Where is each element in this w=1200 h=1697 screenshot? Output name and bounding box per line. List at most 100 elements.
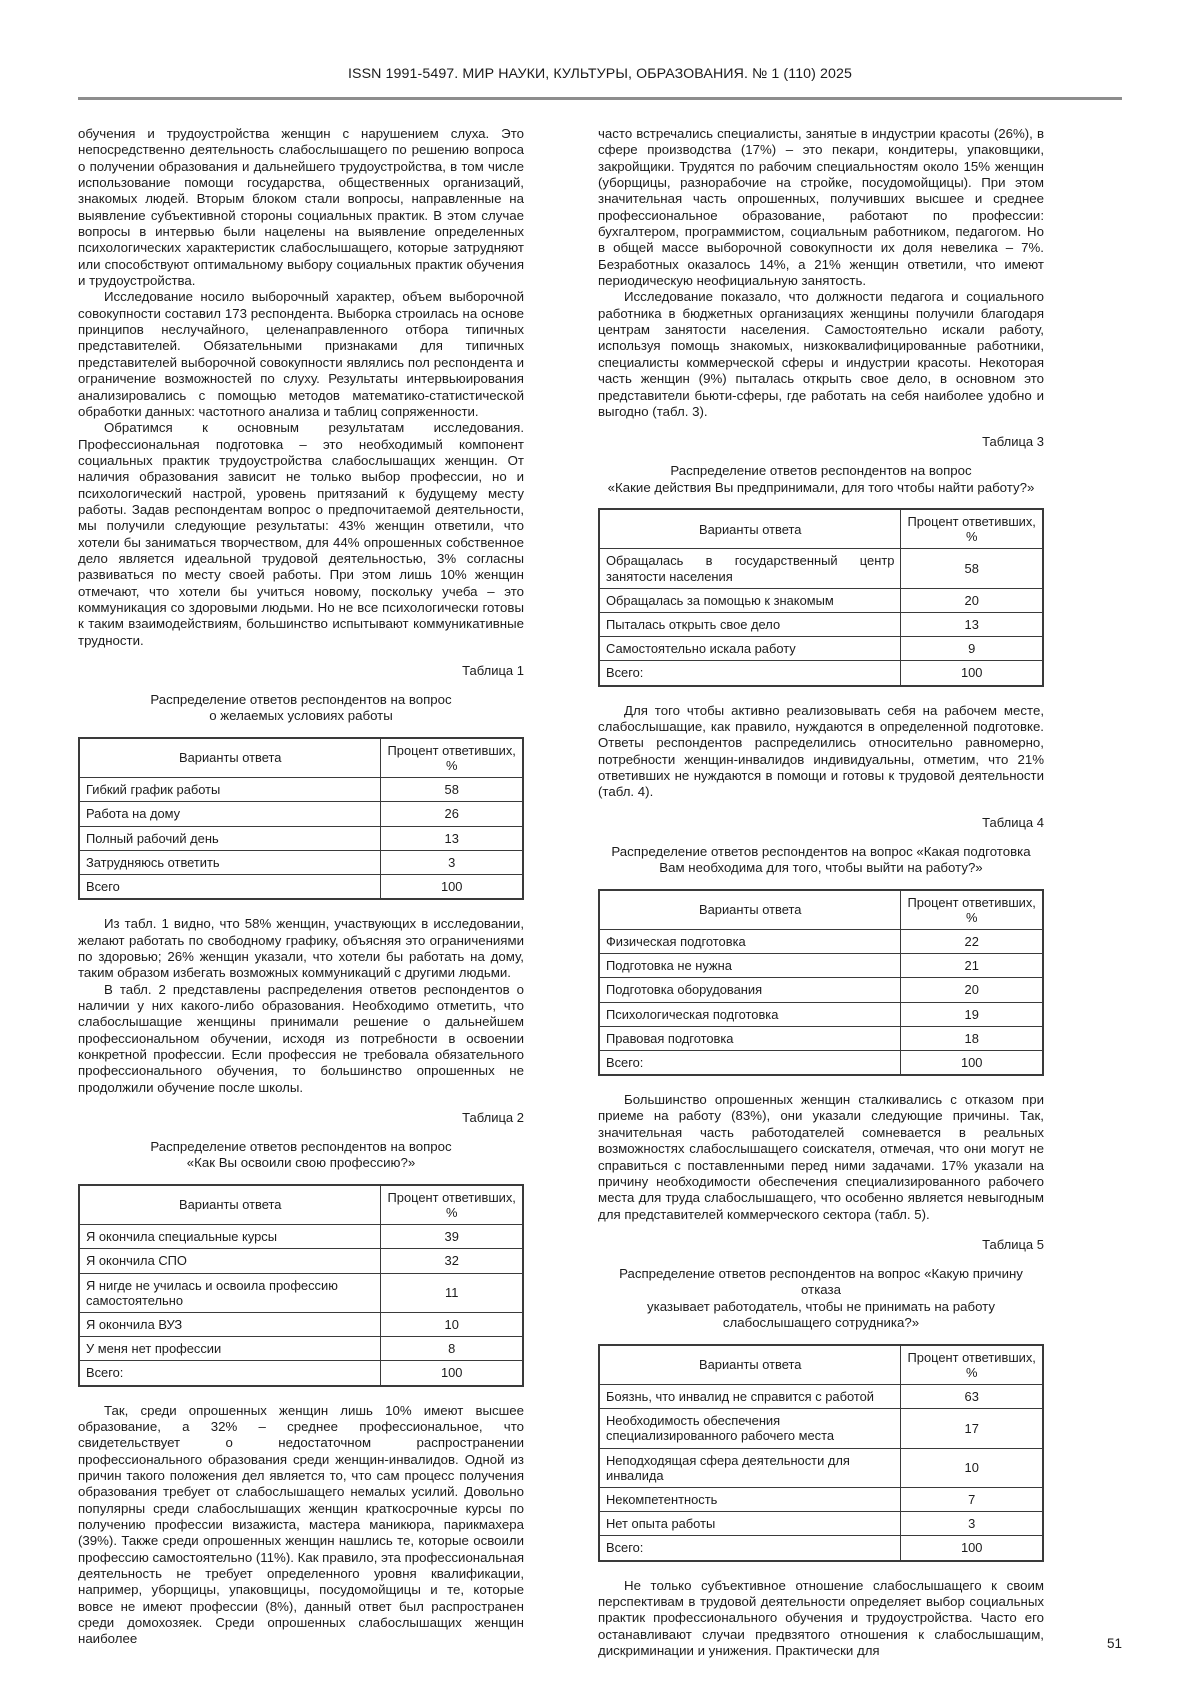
row-value: 13 xyxy=(901,613,1043,637)
paragraph: В табл. 2 представлены распределения отв… xyxy=(78,982,524,1096)
table-row: Я окончила ВУЗ 10 xyxy=(79,1313,523,1337)
table-row-total: Всего: 100 xyxy=(599,1536,1043,1561)
column-header: Варианты ответа xyxy=(79,738,381,778)
caption-line: Распределение ответов респондентов на во… xyxy=(150,1139,451,1154)
table-row: Обращалась за помощью к знакомым 20 xyxy=(599,588,1043,612)
caption-line: «Как Вы освоили свою профессию?» xyxy=(187,1155,415,1170)
row-value: 32 xyxy=(381,1249,523,1273)
row-label: Всего xyxy=(79,875,381,900)
row-value: 100 xyxy=(901,661,1043,686)
row-label: Я окончила ВУЗ xyxy=(79,1313,381,1337)
row-label: Работа на дому xyxy=(79,802,381,826)
row-value: 20 xyxy=(901,588,1043,612)
spacer xyxy=(78,900,524,916)
column-header: Варианты ответа xyxy=(79,1185,381,1225)
row-label: Необходимость обеспечения специализирова… xyxy=(599,1409,901,1448)
table-row: Работа на дому 26 xyxy=(79,802,523,826)
table-header-row: Варианты ответа Процент ответивших, % xyxy=(599,1345,1043,1385)
table-number: Таблица 4 xyxy=(598,815,1044,830)
row-value: 100 xyxy=(901,1050,1043,1075)
table-row-total: Всего: 100 xyxy=(599,1050,1043,1075)
row-label: Гибкий график работы xyxy=(79,778,381,802)
table-header-row: Варианты ответа Процент ответивших, % xyxy=(79,1185,523,1225)
row-value: 13 xyxy=(381,826,523,850)
column-header: Варианты ответа xyxy=(599,890,901,930)
table-caption: Распределение ответов респондентов на во… xyxy=(78,692,524,725)
table-caption: Распределение ответов респондентов на во… xyxy=(598,844,1044,877)
paragraph: Исследование показало, что должности пед… xyxy=(598,289,1044,420)
table-header-row: Варианты ответа Процент ответивших, % xyxy=(79,738,523,778)
paragraph: Не только субъективное отношение слабосл… xyxy=(598,1578,1044,1660)
row-label: Всего: xyxy=(599,1050,901,1075)
table-5-block: Таблица 5 Распределение ответов респонде… xyxy=(598,1237,1044,1562)
row-value: 9 xyxy=(901,637,1043,661)
row-value: 21 xyxy=(901,954,1043,978)
row-value: 8 xyxy=(381,1337,523,1361)
table-number: Таблица 3 xyxy=(598,434,1044,449)
table-3: Варианты ответа Процент ответивших, % Об… xyxy=(598,508,1044,687)
column-header: Варианты ответа xyxy=(599,509,901,549)
row-label: Обращалась за помощью к знакомым xyxy=(599,588,901,612)
row-label: Всего: xyxy=(599,661,901,686)
table-5: Варианты ответа Процент ответивших, % Бо… xyxy=(598,1344,1044,1562)
page-number: 51 xyxy=(1107,1636,1122,1651)
caption-line: Распределение ответов респондентов на во… xyxy=(611,844,1030,859)
paragraph: обучения и трудоустройства женщин с нару… xyxy=(78,126,524,289)
table-row-total: Всего: 100 xyxy=(599,661,1043,686)
table-row: Боязнь, что инвалид не справится с работ… xyxy=(599,1384,1043,1408)
row-label: Пыталась открыть свое дело xyxy=(599,613,901,637)
table-row: У меня нет профессии 8 xyxy=(79,1337,523,1361)
row-label: Всего: xyxy=(79,1361,381,1386)
paragraph: Обратимся к основным результатам исследо… xyxy=(78,420,524,649)
table-row: Правовая подготовка 18 xyxy=(599,1026,1043,1050)
caption-line: указывает работодатель, чтобы не принима… xyxy=(647,1299,995,1314)
row-value: 3 xyxy=(381,850,523,874)
caption-line: Вам необходима для того, чтобы выйти на … xyxy=(659,860,982,875)
table-row: Я окончила специальные курсы 39 xyxy=(79,1225,523,1249)
caption-line: о желаемых условиях работы xyxy=(209,708,393,723)
table-number: Таблица 1 xyxy=(78,663,524,678)
row-value: 26 xyxy=(381,802,523,826)
row-label: Обращалась в государственный центр занят… xyxy=(599,549,901,588)
paragraph: Для того чтобы активно реализовывать себ… xyxy=(598,703,1044,801)
table-row: Психологическая подготовка 19 xyxy=(599,1002,1043,1026)
caption-line: Распределение ответов респондентов на во… xyxy=(150,692,451,707)
two-column-body: обучения и трудоустройства женщин с нару… xyxy=(78,126,1122,1659)
table-row-total: Всего: 100 xyxy=(79,1361,523,1386)
row-value: 58 xyxy=(381,778,523,802)
table-row: Пыталась открыть свое дело 13 xyxy=(599,613,1043,637)
running-head: ISSN 1991-5497. МИР НАУКИ, КУЛЬТУРЫ, ОБР… xyxy=(78,66,1122,82)
row-label: Неподходящая сфера деятельности для инва… xyxy=(599,1448,901,1487)
column-header: Варианты ответа xyxy=(599,1345,901,1385)
table-row: Обращалась в государственный центр занят… xyxy=(599,549,1043,588)
table-row: Гибкий график работы 58 xyxy=(79,778,523,802)
paragraph: Из табл. 1 видно, что 58% женщин, участв… xyxy=(78,916,524,981)
spacer xyxy=(598,687,1044,703)
row-value: 17 xyxy=(901,1409,1043,1448)
table-row: Нет опыта работы 3 xyxy=(599,1512,1043,1536)
row-label: Я окончила СПО xyxy=(79,1249,381,1273)
row-label: Психологическая подготовка xyxy=(599,1002,901,1026)
row-label: Затрудняюсь ответить xyxy=(79,850,381,874)
row-value: 7 xyxy=(901,1487,1043,1511)
table-row-total: Всего 100 xyxy=(79,875,523,900)
row-value: 11 xyxy=(381,1273,523,1312)
table-row: Физическая подготовка 22 xyxy=(599,929,1043,953)
row-label: Я окончила специальные курсы xyxy=(79,1225,381,1249)
table-3-block: Таблица 3 Распределение ответов респонде… xyxy=(598,434,1044,686)
row-label: Я нигде не училась и освоила профессию с… xyxy=(79,1273,381,1312)
row-value: 19 xyxy=(901,1002,1043,1026)
table-2: Варианты ответа Процент ответивших, % Я … xyxy=(78,1184,524,1387)
row-label: Боязнь, что инвалид не справится с работ… xyxy=(599,1384,901,1408)
table-caption: Распределение ответов респондентов на во… xyxy=(598,1266,1044,1332)
row-label: Физическая подготовка xyxy=(599,929,901,953)
column-header: Процент ответивших, % xyxy=(381,738,523,778)
table-4-block: Таблица 4 Распределение ответов респонде… xyxy=(598,815,1044,1076)
row-value: 22 xyxy=(901,929,1043,953)
row-label: Подготовка не нужна xyxy=(599,954,901,978)
table-row: Подготовка не нужна 21 xyxy=(599,954,1043,978)
table-row: Некомпетентность 7 xyxy=(599,1487,1043,1511)
caption-line: слабослышащего сотрудника?» xyxy=(723,1315,919,1330)
column-header: Процент ответивших, % xyxy=(381,1185,523,1225)
table-caption: Распределение ответов респондентов на во… xyxy=(78,1139,524,1172)
